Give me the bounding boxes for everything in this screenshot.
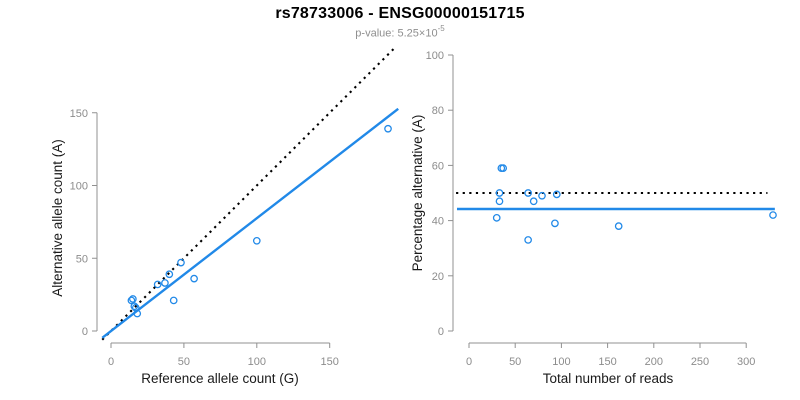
- x-tick-label: 0: [466, 356, 472, 368]
- y-tick-label: 50: [76, 253, 88, 265]
- x-tick-label: 50: [178, 356, 190, 368]
- data-point: [161, 279, 169, 287]
- p-value-text: p-value: 5.25×10: [355, 27, 438, 40]
- data-point: [384, 124, 392, 133]
- data-point: [252, 236, 261, 245]
- data-point: [524, 189, 532, 197]
- data-point: [495, 189, 504, 197]
- chart-title: rs78733006 - ENSG00000151715: [275, 5, 525, 22]
- x-tick-label: 100: [248, 356, 266, 368]
- left-scatter-plot: 0 50 100 150 0 50 100 150 Reference allele count…: [50, 47, 399, 386]
- x-tick-label: 200: [645, 356, 663, 368]
- chart-subtitle: p-value: 5.25×10-5: [0, 24, 800, 40]
- data-point: [130, 302, 139, 311]
- y-tick-label: 100: [426, 50, 444, 62]
- x-tick-label: 250: [691, 356, 709, 368]
- data-point: [169, 296, 178, 305]
- data-point: [538, 191, 546, 200]
- fit-line: [101, 107, 399, 339]
- data-point: [769, 211, 777, 219]
- data-point: [551, 219, 559, 228]
- data-point: [492, 213, 501, 222]
- x-axis-label: Reference allele count (G): [141, 371, 299, 386]
- data-point: [614, 222, 623, 230]
- y-tick-label: 60: [432, 160, 444, 172]
- y-tick-label: 0: [438, 326, 444, 338]
- y-axis-label: Percentage alternative (A): [410, 115, 425, 272]
- x-tick-label: 150: [321, 356, 339, 368]
- y-tick-label: 80: [432, 105, 444, 117]
- data-point: [529, 197, 538, 206]
- y-tick-label: 100: [70, 181, 88, 193]
- y-tick-label: 40: [432, 216, 444, 228]
- data-point: [165, 270, 174, 279]
- data-point: [524, 236, 532, 244]
- data-point: [190, 274, 198, 283]
- x-axis-label: Total number of reads: [543, 371, 674, 386]
- data-point: [153, 280, 162, 289]
- data-point: [127, 296, 136, 305]
- data-point: [133, 309, 142, 318]
- identity-line: [101, 47, 395, 341]
- x-tick-label: 300: [737, 356, 755, 368]
- y-tick-label: 0: [82, 326, 88, 338]
- data-point: [129, 295, 137, 303]
- data-point: [499, 164, 508, 173]
- x-tick-label: 100: [552, 356, 570, 368]
- right-scatter-plot: 0 50 100 150 200 250 300 0 20 40 60 80 100 Total numb…: [410, 50, 777, 386]
- p-value-exponent: -5: [437, 24, 445, 33]
- y-tick-label: 150: [70, 108, 88, 120]
- data-point: [177, 258, 185, 267]
- data-point: [552, 190, 561, 199]
- y-tick-label: 20: [432, 271, 444, 283]
- x-tick-label: 150: [598, 356, 616, 368]
- data-point: [495, 197, 504, 206]
- x-tick-label: 0: [108, 356, 114, 368]
- y-axis-label: Alternative allele count (A): [50, 139, 65, 297]
- x-tick-label: 50: [509, 356, 521, 368]
